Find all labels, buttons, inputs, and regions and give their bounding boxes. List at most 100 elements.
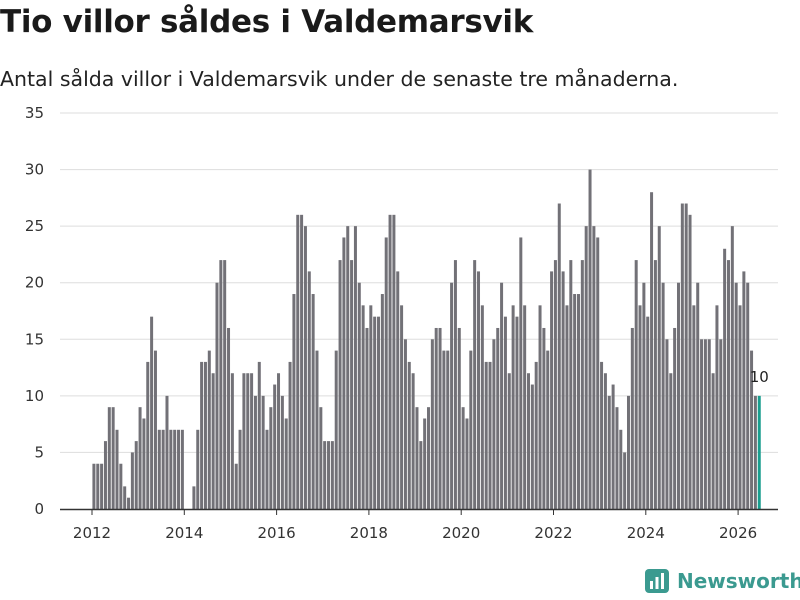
x-tick-label-2014: 2014 [165, 524, 203, 542]
bar [330, 441, 334, 509]
bar [165, 395, 169, 509]
bar [373, 316, 377, 509]
bar [173, 429, 177, 509]
bar [315, 350, 319, 509]
x-tick-label-2016: 2016 [258, 524, 296, 542]
x-tick-label-2012: 2012 [73, 524, 111, 542]
bar [607, 395, 611, 509]
bar-highlight [757, 395, 761, 509]
bar [269, 407, 273, 509]
bar [180, 429, 184, 509]
bar [661, 282, 665, 509]
bar [719, 339, 723, 509]
bar [215, 282, 219, 509]
chart-subtitle: Antal sålda villor i Valdemarsvik under … [0, 67, 679, 91]
bar [738, 305, 742, 509]
x-axis: 2012 2014 2016 2018 2020 2022 2024 2026 [60, 508, 778, 542]
bar [246, 373, 250, 509]
bar [350, 260, 354, 509]
bar [303, 226, 307, 509]
y-tick-label-35: 35 [25, 104, 44, 122]
bar [153, 350, 157, 509]
bar [430, 339, 434, 509]
bar [484, 361, 488, 509]
bar [680, 203, 684, 509]
bar [673, 327, 677, 509]
bar [273, 384, 277, 509]
bar [703, 339, 707, 509]
bar [230, 373, 234, 509]
bar [196, 429, 200, 509]
bar [103, 441, 107, 509]
bar [711, 373, 715, 509]
y-axis-ticks: 0 5 10 15 20 25 30 35 [25, 104, 44, 518]
bar [211, 373, 215, 509]
bar [384, 237, 388, 509]
bar [353, 226, 357, 509]
bar [415, 407, 419, 509]
bar [242, 373, 246, 509]
bar [338, 260, 342, 509]
y-tick-label-15: 15 [25, 330, 44, 348]
bar [311, 294, 315, 509]
bar [261, 395, 265, 509]
bar [688, 214, 692, 509]
bar [434, 327, 438, 509]
bar [715, 305, 719, 509]
bar [653, 260, 657, 509]
bar [438, 327, 442, 509]
bar [419, 441, 423, 509]
bar [453, 260, 457, 509]
bar [146, 361, 150, 509]
data-labels: 10 [750, 368, 769, 386]
bar [130, 452, 134, 509]
bar [207, 350, 211, 509]
bar [469, 350, 473, 509]
x-tick-label-2024: 2024 [627, 524, 665, 542]
bar [480, 305, 484, 509]
bar [200, 361, 204, 509]
bar [723, 248, 727, 509]
bar [600, 361, 604, 509]
bar [565, 305, 569, 509]
bar [361, 305, 365, 509]
bar [388, 214, 392, 509]
bar [527, 373, 530, 509]
x-tick-label-2020: 2020 [442, 524, 480, 542]
bar [511, 305, 515, 509]
bar [250, 373, 254, 509]
bar [169, 429, 173, 509]
bar [492, 339, 496, 509]
bar [630, 327, 634, 509]
bar [92, 463, 96, 509]
highlight-data-label: 10 [750, 368, 769, 386]
bar [257, 361, 261, 509]
bar [400, 305, 404, 509]
bar [488, 361, 492, 509]
bar [515, 316, 519, 509]
bar [411, 373, 415, 509]
bar [446, 350, 450, 509]
bar [696, 282, 700, 509]
bar [730, 226, 734, 509]
bar [746, 282, 750, 509]
bar [277, 373, 281, 509]
x-tick-label-2022: 2022 [534, 524, 572, 542]
bar [646, 316, 650, 509]
bar [569, 260, 573, 509]
bar [638, 305, 642, 509]
bar [588, 169, 592, 509]
bar [538, 305, 542, 509]
bar [219, 260, 223, 509]
bar [392, 214, 396, 509]
bar [238, 429, 242, 509]
bar [292, 294, 296, 509]
bar [319, 407, 323, 509]
bar [346, 226, 350, 509]
bar [642, 282, 646, 509]
bar [323, 441, 327, 509]
bar [669, 373, 673, 509]
bar [626, 395, 630, 509]
bar [138, 407, 142, 509]
y-tick-label-30: 30 [25, 161, 44, 179]
